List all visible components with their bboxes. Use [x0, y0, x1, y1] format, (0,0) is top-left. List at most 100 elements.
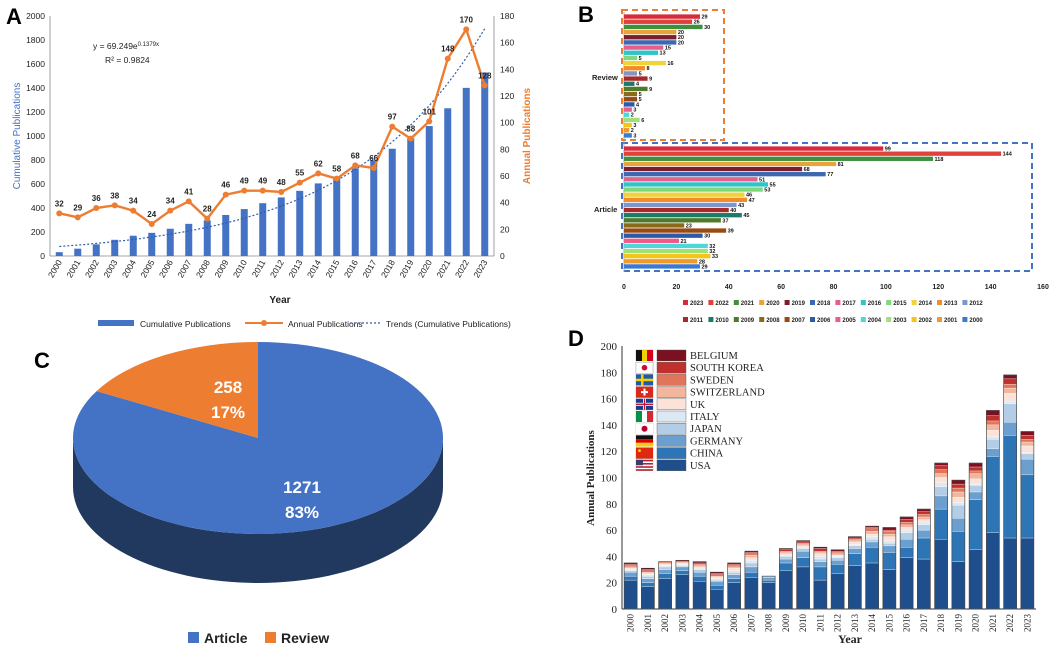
d-legend-swatch — [656, 362, 687, 374]
d-bar-sweden — [779, 550, 793, 553]
d-bar-south-korea — [899, 519, 914, 523]
b-legend-swatch — [810, 300, 815, 305]
a-x-tick: 2010 — [231, 258, 249, 280]
d-bar-japan — [934, 486, 948, 497]
d-legend-label: SWEDEN — [690, 375, 734, 386]
b-review-value-label: 6 — [641, 118, 644, 124]
a-x-tick: 2011 — [250, 258, 268, 279]
b-article-value-label: 77 — [827, 172, 833, 178]
a-x-tick: 2017 — [360, 258, 378, 280]
d-bar-usa — [865, 562, 879, 610]
b-review-bar-2022 — [624, 19, 693, 24]
d-x-tick: 2022 — [1005, 614, 1015, 632]
d-x-tick: 2009 — [781, 614, 791, 633]
a-x-tick: 2012 — [268, 258, 286, 280]
c-legend-article: Article — [204, 630, 248, 646]
d-bar-japan — [986, 439, 1000, 449]
d-bar-uk — [727, 568, 741, 572]
b-legend-swatch — [962, 317, 968, 322]
d-bar-germany — [986, 448, 1000, 457]
b-article-value-label: 32 — [709, 249, 715, 255]
d-bar-italy — [675, 564, 690, 566]
a-right-tick: 20 — [500, 224, 510, 234]
a-x-tick: 2000 — [46, 258, 64, 280]
b-article-value-label: 30 — [704, 234, 710, 240]
c-legend-review: Review — [281, 630, 329, 646]
a-annual-label: 32 — [55, 199, 64, 208]
a-annual-label: 62 — [314, 159, 323, 168]
b-article-bar-2014 — [624, 192, 745, 197]
b-legend-swatch — [937, 300, 942, 305]
b-review-bar-2009 — [624, 86, 648, 92]
d-bar-outline — [951, 479, 966, 610]
b-legend-swatch — [683, 300, 688, 305]
a-annual-point — [167, 207, 174, 214]
a-annual-point — [481, 82, 488, 89]
d-bar-usa — [692, 581, 707, 610]
a-cumulative-bar — [92, 244, 100, 256]
d-legend-swatch — [656, 459, 687, 471]
d-bar-china — [830, 564, 845, 574]
d-bar-japan — [779, 556, 793, 560]
b-review-value-label: 5 — [639, 97, 642, 103]
b-review-bar-2023 — [624, 14, 700, 19]
d-bar-uk — [813, 553, 828, 557]
d-bar-belgium — [899, 516, 914, 520]
a-right-tick: 0 — [500, 251, 505, 261]
b-review-bar-2008 — [624, 91, 638, 97]
d-bar-italy — [744, 560, 759, 564]
b-article-value-label: 39 — [728, 229, 734, 235]
a-left-tick: 400 — [31, 203, 45, 213]
b-legend-swatch — [759, 317, 765, 322]
a-x-tick: 2023 — [471, 258, 489, 280]
d-bar-usa — [813, 579, 828, 610]
d-bar-outline — [675, 560, 690, 610]
d-y-tick: 20 — [606, 578, 618, 590]
d-bar-sweden — [623, 565, 638, 568]
d-bar-japan — [744, 562, 759, 568]
a-cumulative-bar — [425, 126, 433, 256]
b-legend-swatch — [784, 300, 790, 305]
d-bar-china — [899, 547, 914, 558]
d-bar-uk — [848, 541, 862, 545]
panel-c-chart: 258 17% 1271 83% Article Review — [73, 342, 444, 646]
d-bar-south-korea — [917, 511, 931, 515]
d-bar-china — [917, 537, 931, 560]
d-bar-outline — [813, 546, 828, 610]
d-bar-uk — [692, 566, 707, 569]
a-cumulative-bar — [462, 87, 470, 256]
b-legend-year: 2003 — [893, 318, 907, 324]
d-x-tick: 2023 — [1022, 614, 1032, 633]
d-bar-sweden — [830, 552, 845, 554]
a-annual-label: 28 — [203, 205, 212, 214]
d-xlabel: Year — [838, 632, 863, 646]
d-bar-south-korea — [813, 548, 828, 552]
d-bar-germany — [675, 566, 690, 572]
a-left-tick: 1200 — [26, 107, 45, 117]
d-bar-germany — [848, 548, 862, 554]
b-review-value-label: 20 — [678, 35, 684, 41]
c-pie-side — [73, 438, 443, 583]
d-legend-label: USA — [690, 461, 711, 472]
b-legend-swatch — [759, 300, 765, 305]
d-bar-sweden — [727, 565, 741, 568]
b-article-value-label: 23 — [686, 223, 692, 229]
d-bar-japan — [658, 566, 672, 570]
d-bar-switzerland — [934, 473, 948, 478]
a-cumulative-bar — [277, 197, 285, 256]
b-article-value-label: 81 — [838, 162, 844, 168]
d-bar-germany — [641, 578, 655, 583]
d-x-tick: 2001 — [643, 614, 653, 632]
d-bar-germany — [779, 558, 793, 564]
d-bar-china — [865, 547, 879, 564]
d-bar-italy — [968, 483, 983, 486]
d-bar-germany — [951, 518, 966, 532]
d-bar-sweden — [951, 487, 966, 493]
b-legend-year: 2006 — [817, 318, 831, 324]
b-review-value-label: 9 — [649, 87, 652, 93]
d-bar-sweden — [641, 570, 655, 573]
d-y-tick: 180 — [601, 367, 618, 379]
d-x-tick: 2000 — [626, 614, 636, 633]
d-bar-switzerland — [675, 561, 690, 564]
d-bar-switzerland — [848, 540, 862, 543]
